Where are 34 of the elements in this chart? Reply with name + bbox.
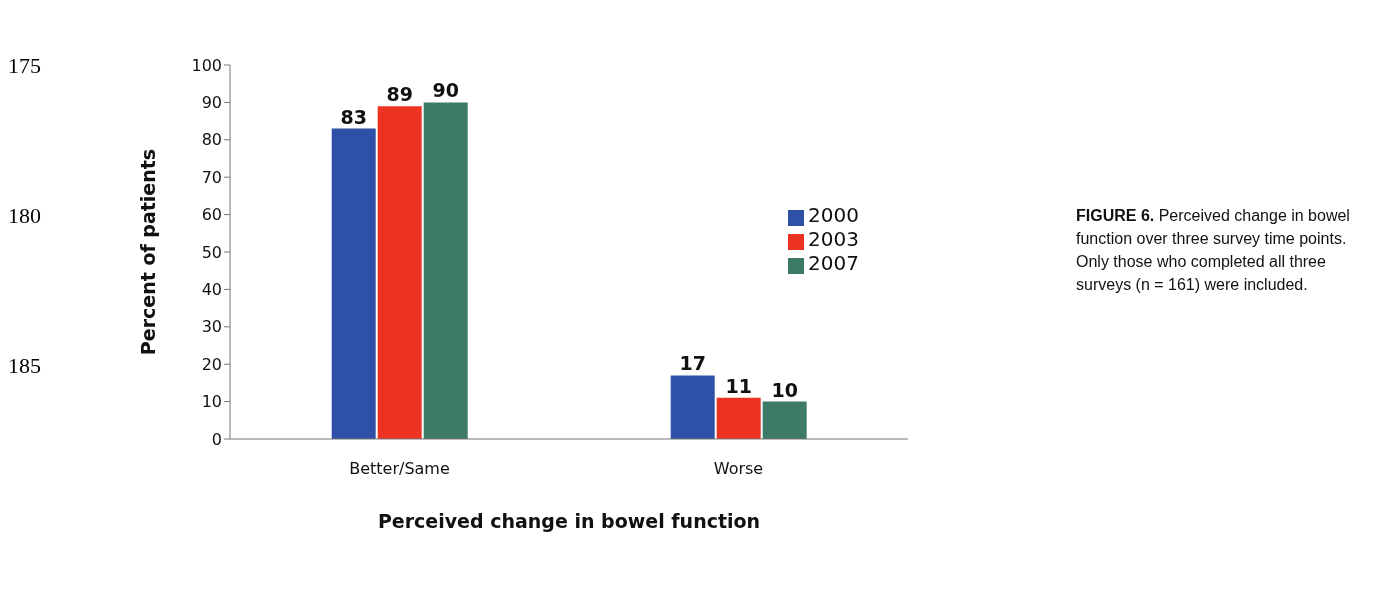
bar xyxy=(423,102,468,439)
y-tick-label: 70 xyxy=(201,167,222,187)
bar xyxy=(377,106,422,439)
y-tick-label: 10 xyxy=(201,392,222,412)
x-axis-title: Perceived change in bowel function xyxy=(377,510,761,532)
text: 175 xyxy=(8,53,41,79)
legend-label: 2003 xyxy=(808,227,859,251)
data-label: 10 xyxy=(771,378,798,401)
text: 180 xyxy=(8,203,41,229)
y-axis-title: Percent of patients xyxy=(136,148,159,356)
y-tick-label: 100 xyxy=(191,55,222,75)
data-label: 89 xyxy=(386,83,413,106)
y-tick-label: 20 xyxy=(201,354,222,374)
y-tick-label: 30 xyxy=(201,317,222,337)
data-label: 83 xyxy=(340,105,367,128)
text: 185 xyxy=(8,353,41,379)
data-label: 11 xyxy=(725,374,752,397)
y-tick-label: 60 xyxy=(201,205,222,225)
bar xyxy=(670,375,715,439)
x-tick-label: Better/Same xyxy=(349,459,450,479)
bar xyxy=(716,397,761,439)
caption: FIGURE 6. Perceived change in bowel function over three survey time points. Only those who completed all three surveys (n = 161) were included. xyxy=(1076,206,1351,295)
bar xyxy=(762,401,807,439)
legend-label: 2000 xyxy=(808,203,859,227)
y-tick-label: 40 xyxy=(201,280,222,300)
data-label: 90 xyxy=(432,79,459,102)
bar xyxy=(331,128,376,439)
y-tick-label: 90 xyxy=(201,93,222,113)
x-tick-label: Worse xyxy=(713,459,764,479)
y-tick-label: 80 xyxy=(201,130,222,150)
y-tick-label: 0 xyxy=(211,429,222,449)
data-label: 17 xyxy=(679,352,706,375)
legend-label: 2007 xyxy=(808,251,859,275)
y-tick-label: 50 xyxy=(201,242,222,262)
